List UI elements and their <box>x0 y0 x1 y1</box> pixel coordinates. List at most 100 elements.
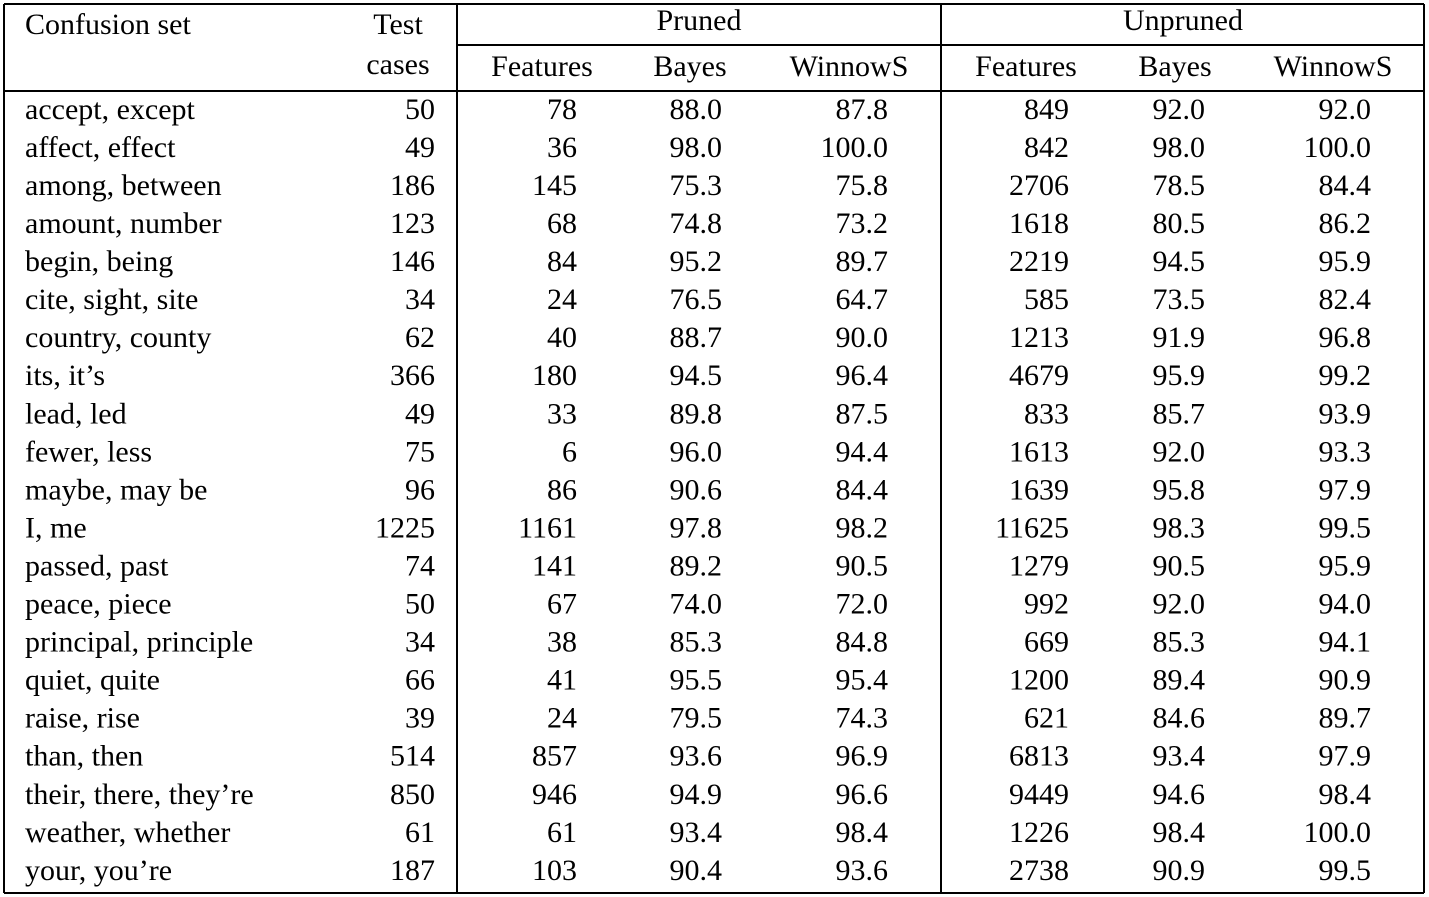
cell: 34 <box>405 283 435 316</box>
row-label: peace, piece <box>25 588 172 621</box>
cell: 73.5 <box>1153 283 1206 316</box>
cell: 62 <box>405 321 435 354</box>
cell: 91.9 <box>1153 321 1206 354</box>
cell: 93.6 <box>670 740 723 773</box>
cell: 88.0 <box>670 93 723 126</box>
cell: 6 <box>562 435 577 468</box>
cell: 514 <box>390 740 435 773</box>
cell: 75 <box>405 435 435 468</box>
row-label: passed, past <box>25 549 169 582</box>
cell: 74.3 <box>836 702 889 735</box>
cell: 2706 <box>1009 169 1069 202</box>
cell: 2219 <box>1009 245 1069 278</box>
cell: 98.4 <box>1319 778 1372 811</box>
cell: 74 <box>405 549 435 582</box>
cell: 90.5 <box>1153 549 1206 582</box>
cell: 94.0 <box>1319 588 1372 621</box>
cell: 84.4 <box>1319 169 1372 202</box>
cell: 585 <box>1024 283 1069 316</box>
cell: 141 <box>532 549 577 582</box>
cell: 96.4 <box>836 359 889 392</box>
cell: 89.8 <box>670 397 723 430</box>
cell: 99.5 <box>1319 511 1372 544</box>
cell: 94.9 <box>670 778 723 811</box>
row-label: country, county <box>25 321 211 354</box>
cell: 1618 <box>1009 207 1069 240</box>
cell: 85.3 <box>1153 626 1206 659</box>
row-label: I, me <box>25 511 87 544</box>
cell: 93.4 <box>1153 740 1206 773</box>
cell: 39 <box>405 702 435 735</box>
cell: 97.9 <box>1319 740 1372 773</box>
cell: 1200 <box>1009 664 1069 697</box>
cell: 88.7 <box>670 321 723 354</box>
cell: 98.0 <box>1153 131 1206 164</box>
cell: 96.6 <box>836 778 889 811</box>
cell: 41 <box>547 664 577 697</box>
cell: 24 <box>547 702 577 735</box>
row-label: maybe, may be <box>25 473 207 506</box>
cell: 79.5 <box>670 702 723 735</box>
cell: 95.9 <box>1153 359 1206 392</box>
cell: 1225 <box>375 511 435 544</box>
cell: 992 <box>1024 588 1069 621</box>
cell: 98.4 <box>1153 816 1206 849</box>
cell: 1161 <box>518 511 577 544</box>
cell: 50 <box>405 588 435 621</box>
cell: 92.0 <box>1319 93 1372 126</box>
cell: 89.7 <box>836 245 889 278</box>
cell: 90.6 <box>670 473 723 506</box>
cell: 66 <box>405 664 435 697</box>
cell: 84.8 <box>836 626 889 659</box>
row-label: than, then <box>25 740 143 773</box>
subheader-cell: WinnowS <box>790 50 909 83</box>
cell: 93.3 <box>1319 435 1372 468</box>
cell: 84.6 <box>1153 702 1206 735</box>
cell: 93.4 <box>670 816 723 849</box>
cell: 92.0 <box>1153 93 1206 126</box>
cell: 96 <box>405 473 435 506</box>
cell: 87.5 <box>836 397 889 430</box>
cell: 833 <box>1024 397 1069 430</box>
cell: 89.2 <box>670 549 723 582</box>
cell: 74.8 <box>670 207 723 240</box>
cell: 669 <box>1024 626 1069 659</box>
subheader-cell: WinnowS <box>1274 50 1393 83</box>
cell: 1613 <box>1009 435 1069 468</box>
cell: 99.2 <box>1319 359 1372 392</box>
row-label: your, you’re <box>25 854 172 887</box>
cell: 95.2 <box>670 245 723 278</box>
cell: 849 <box>1024 93 1069 126</box>
cell: 24 <box>547 283 577 316</box>
cell: 34 <box>405 626 435 659</box>
cell: 100.0 <box>1304 131 1372 164</box>
cell: 1639 <box>1009 473 1069 506</box>
cell: 621 <box>1024 702 1069 735</box>
cell: 93.9 <box>1319 397 1372 430</box>
cell: 85.7 <box>1153 397 1206 430</box>
cell: 93.6 <box>836 854 889 887</box>
cell: 95.4 <box>836 664 889 697</box>
cell: 64.7 <box>836 283 889 316</box>
row-label: principal, principle <box>25 626 253 659</box>
group-header: Pruned <box>657 4 742 37</box>
cell: 78.5 <box>1153 169 1206 202</box>
cell: 75.8 <box>836 169 889 202</box>
cell: 49 <box>405 131 435 164</box>
cell: 80.5 <box>1153 207 1206 240</box>
cell: 95.9 <box>1319 549 1372 582</box>
row-label: among, between <box>25 169 222 202</box>
cell: 366 <box>390 359 435 392</box>
row-label: its, it’s <box>25 359 105 392</box>
cell: 850 <box>390 778 435 811</box>
header-cell: Test <box>373 8 423 41</box>
cell: 89.7 <box>1319 702 1372 735</box>
cell: 187 <box>390 854 435 887</box>
cell: 90.4 <box>670 854 723 887</box>
cell: 84 <box>547 245 577 278</box>
cell: 1226 <box>1009 816 1069 849</box>
cell: 75.3 <box>670 169 723 202</box>
cell: 180 <box>532 359 577 392</box>
